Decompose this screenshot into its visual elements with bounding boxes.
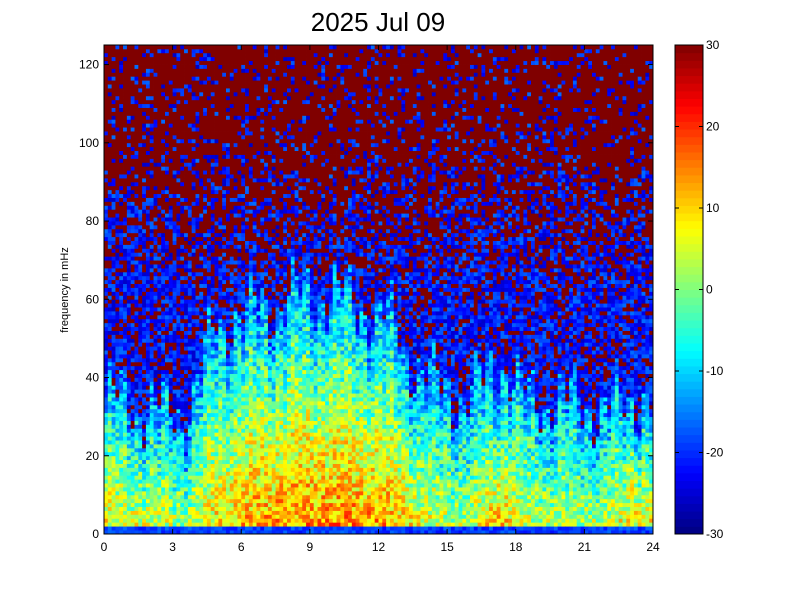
colorbar-segment xyxy=(675,358,703,367)
colorbar-segment xyxy=(675,427,703,436)
colorbar-segment xyxy=(675,205,703,214)
colorbar-ticks: 30 20 10 0 -10 -20 -30 xyxy=(675,38,724,541)
colorbar-segment xyxy=(675,243,703,252)
colorbar-tick-label: 0 xyxy=(706,283,713,297)
x-axis: 0 3 6 9 12 15 18 21 24 xyxy=(101,45,660,554)
colorbar-segment xyxy=(675,327,703,336)
colorbar-segment xyxy=(675,228,703,237)
colorbar-segment xyxy=(675,113,703,122)
x-tick-label: 0 xyxy=(101,540,108,554)
colorbar-segment xyxy=(675,251,703,260)
colorbar-tick-label: 20 xyxy=(706,120,720,134)
colorbar-segment xyxy=(675,52,703,61)
colorbar-segment xyxy=(675,442,703,451)
colorbar-segment xyxy=(675,98,703,107)
y-tick-label: 80 xyxy=(86,214,100,228)
colorbar-segment xyxy=(675,106,703,115)
colorbar-segment xyxy=(675,281,703,290)
spectrogram-heatmap xyxy=(104,45,654,535)
colorbar-segment xyxy=(675,136,703,145)
colorbar-tick-label: 30 xyxy=(706,38,720,52)
x-tick-label: 3 xyxy=(169,540,176,554)
colorbar-segment xyxy=(675,297,703,306)
colorbar-segment xyxy=(675,60,703,69)
colorbar-tick-label: -10 xyxy=(706,364,724,378)
colorbar-segment xyxy=(675,312,703,321)
colorbar-segment xyxy=(675,167,703,176)
colorbar-segment xyxy=(675,396,703,405)
colorbar-segment xyxy=(675,480,703,489)
colorbar-segment xyxy=(675,381,703,390)
colorbar-segment xyxy=(675,434,703,443)
colorbar-segment xyxy=(675,404,703,413)
colorbar-segment xyxy=(675,159,703,168)
colorbar-segment xyxy=(675,350,703,359)
x-tick-label: 21 xyxy=(578,540,592,554)
colorbar-segment xyxy=(675,75,703,84)
colorbar-segment xyxy=(675,457,703,466)
colorbar-segment xyxy=(675,197,703,206)
colorbar-segment xyxy=(675,388,703,397)
x-tick-label: 15 xyxy=(440,540,454,554)
x-tick-label: 18 xyxy=(509,540,523,554)
y-tick-label: 40 xyxy=(86,371,100,385)
colorbar-tick-label: -20 xyxy=(706,446,724,460)
colorbar-segment xyxy=(675,129,703,138)
colorbar-segment xyxy=(675,465,703,474)
colorbar-segment xyxy=(675,258,703,268)
x-tick-label: 12 xyxy=(372,540,386,554)
colorbar-segment xyxy=(675,335,703,344)
colorbar-segment xyxy=(675,236,703,245)
colorbar-segment xyxy=(675,45,703,54)
colorbar-segment xyxy=(675,220,703,229)
chart-title: 2025 Jul 09 xyxy=(311,7,445,37)
y-tick-label: 100 xyxy=(79,136,99,150)
colorbar-segment xyxy=(675,511,703,520)
colorbar-segment xyxy=(675,121,703,130)
colorbar-segment xyxy=(675,83,703,92)
colorbar-segment xyxy=(675,495,703,504)
colorbar-segment xyxy=(675,190,703,199)
y-tick-label: 0 xyxy=(92,527,99,541)
y-tick-label: 120 xyxy=(79,58,99,72)
y-tick-label: 60 xyxy=(86,292,100,306)
y-tick-label: 20 xyxy=(86,449,100,463)
colorbar-tick-label: -30 xyxy=(706,527,724,541)
colorbar-segment xyxy=(675,182,703,191)
colorbar-segment xyxy=(675,365,703,375)
colorbar-segment xyxy=(675,488,703,497)
colorbar-segment xyxy=(675,472,703,482)
colorbar-segment xyxy=(675,503,703,512)
colorbar-segment xyxy=(675,320,703,329)
colorbar-segment xyxy=(675,90,703,99)
x-tick-label: 6 xyxy=(238,540,245,554)
colorbar-segment xyxy=(675,419,703,428)
colorbar-segment xyxy=(675,274,703,283)
y-axis-label: frequency in mHz xyxy=(59,247,71,333)
colorbar-segment xyxy=(675,213,703,222)
x-tick-label: 24 xyxy=(646,540,660,554)
colorbar-segment xyxy=(675,373,703,382)
colorbar-segment xyxy=(675,518,703,527)
colorbar xyxy=(675,45,703,535)
colorbar-segment xyxy=(675,411,703,420)
colorbar-segment xyxy=(675,526,703,535)
colorbar-segment xyxy=(675,449,703,459)
colorbar-segment xyxy=(675,266,703,275)
colorbar-segment xyxy=(675,144,703,153)
y-axis: 0 20 40 60 80 100 120 xyxy=(79,58,653,541)
colorbar-segment xyxy=(675,174,703,184)
colorbar-segment xyxy=(675,304,703,313)
colorbar-segment xyxy=(675,289,703,298)
x-tick-label: 9 xyxy=(307,540,314,554)
colorbar-segment xyxy=(675,342,703,352)
colorbar-tick-label: 10 xyxy=(706,201,720,215)
colorbar-segment xyxy=(675,151,703,161)
colorbar-segment xyxy=(675,67,703,77)
